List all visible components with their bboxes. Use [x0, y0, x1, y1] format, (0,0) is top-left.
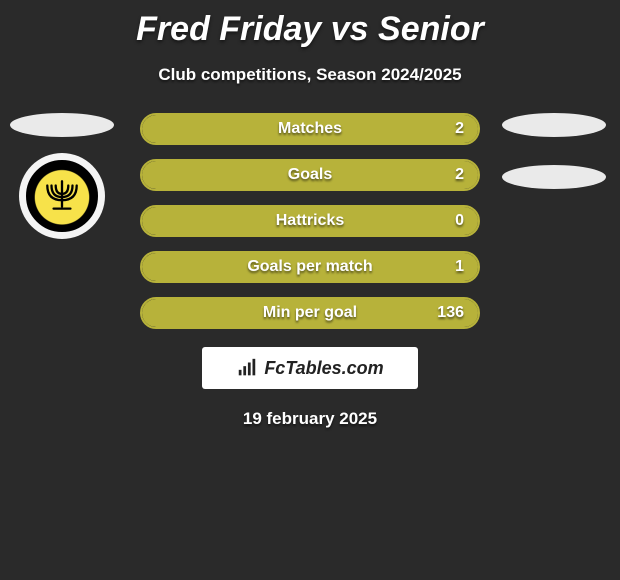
brand-text: FcTables.com: [264, 358, 383, 379]
stat-right-value: 1: [455, 258, 464, 276]
menorah-icon: [41, 175, 83, 217]
right-player-column: [500, 113, 608, 189]
stat-label: Goals: [142, 166, 478, 184]
stat-label: Hattricks: [142, 212, 478, 230]
stat-right-value: 2: [455, 120, 464, 138]
subtitle: Club competitions, Season 2024/2025: [0, 65, 620, 85]
date-text: 19 february 2025: [0, 409, 620, 429]
page-title: Fred Friday vs Senior: [0, 0, 620, 49]
left-player-column: [8, 113, 116, 239]
stat-label: Goals per match: [142, 258, 478, 276]
stat-right-value: 136: [437, 304, 464, 322]
stat-right-value: 2: [455, 166, 464, 184]
stats-table: Matches 2 Goals 2 Hattricks 0 Goals per …: [140, 113, 480, 329]
stat-row-goals-per-match: Goals per match 1: [140, 251, 480, 283]
player-photo-placeholder-left: [10, 113, 114, 137]
club-crest-icon: [26, 160, 98, 232]
player-photo-placeholder-right-2: [502, 165, 606, 189]
stat-row-matches: Matches 2: [140, 113, 480, 145]
stat-label: Matches: [142, 120, 478, 138]
player-photo-placeholder-right-1: [502, 113, 606, 137]
comparison-content: Matches 2 Goals 2 Hattricks 0 Goals per …: [0, 113, 620, 429]
stat-right-value: 0: [455, 212, 464, 230]
stat-label: Min per goal: [142, 304, 478, 322]
brand-link[interactable]: FcTables.com: [202, 347, 418, 389]
bar-chart-icon: [236, 357, 258, 379]
stat-row-min-per-goal: Min per goal 136: [140, 297, 480, 329]
stat-row-goals: Goals 2: [140, 159, 480, 191]
club-badge-left: [19, 153, 105, 239]
stat-row-hattricks: Hattricks 0: [140, 205, 480, 237]
